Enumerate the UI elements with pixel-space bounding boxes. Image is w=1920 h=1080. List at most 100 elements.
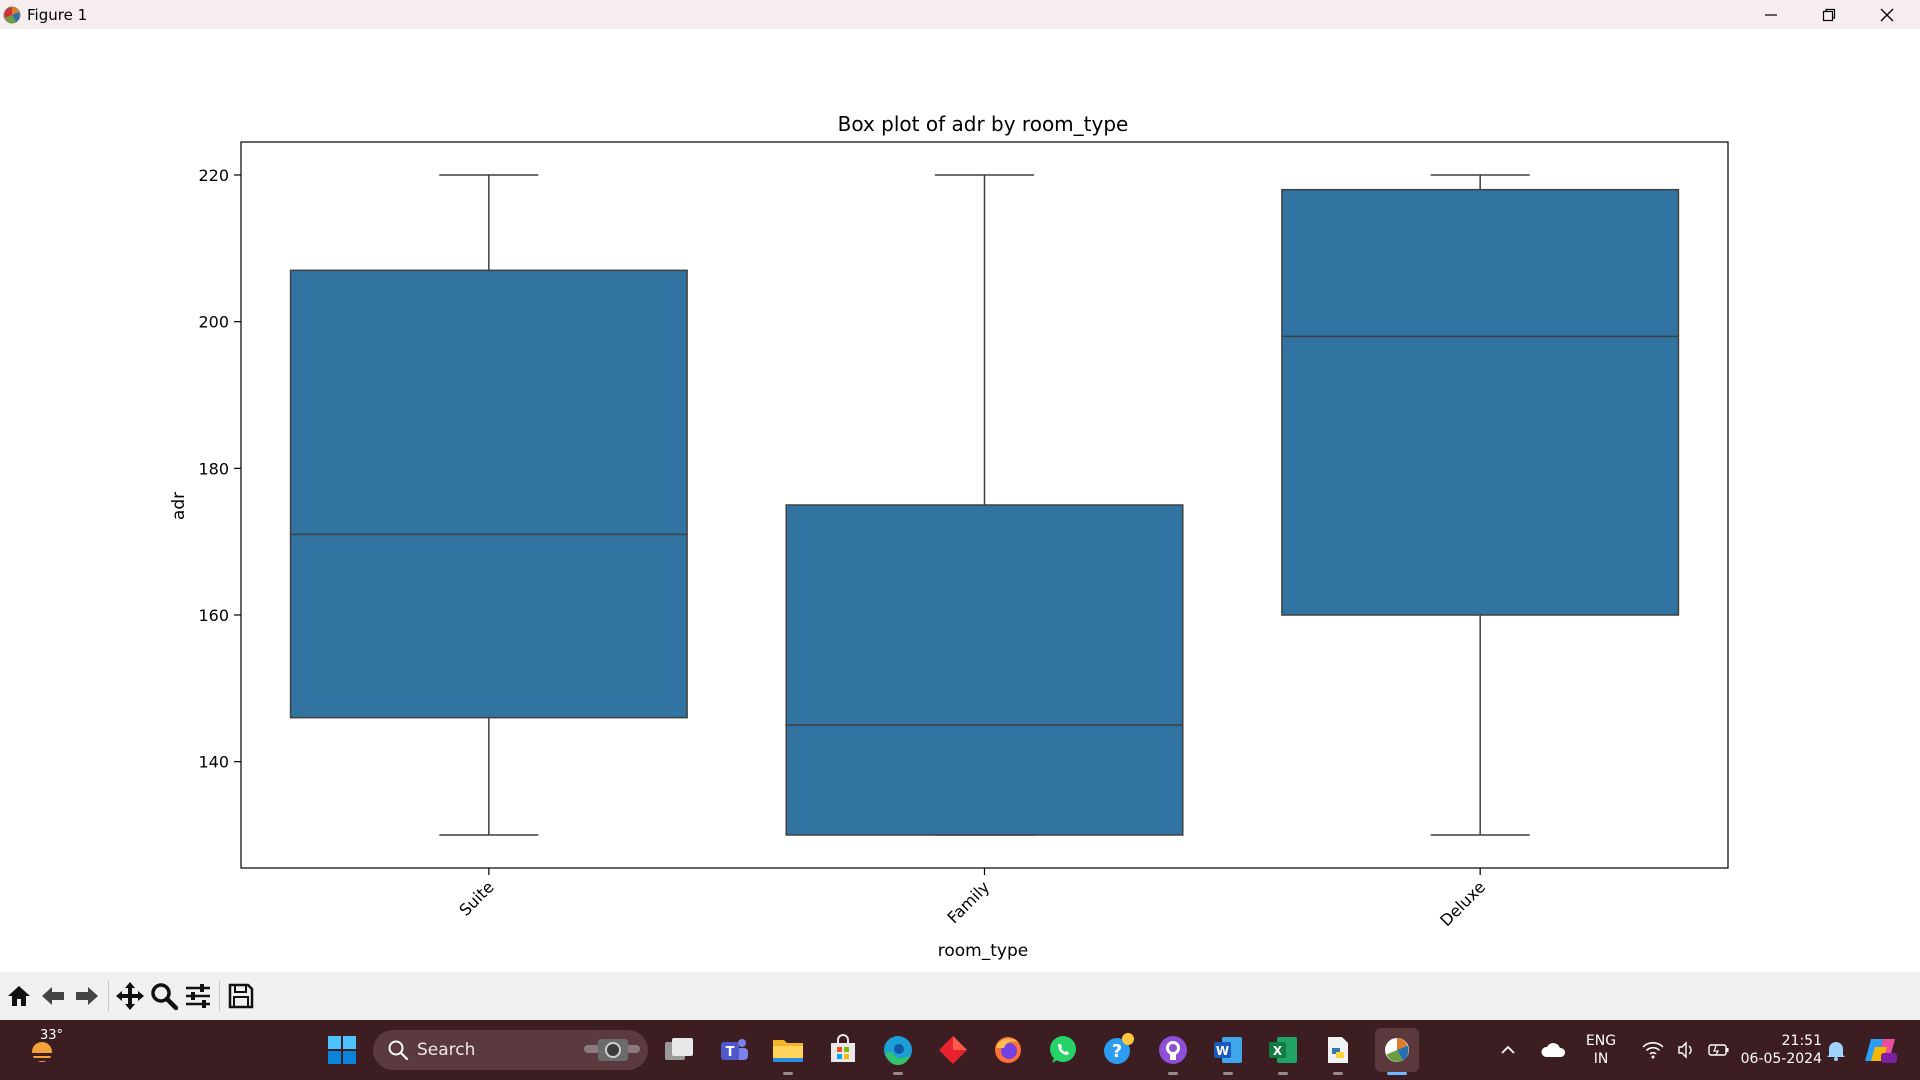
zoom-icon bbox=[151, 983, 178, 1010]
search-highlight-icon bbox=[584, 1039, 640, 1061]
github-desktop-icon bbox=[1159, 1036, 1187, 1064]
forward-button[interactable] bbox=[70, 979, 104, 1013]
home-button[interactable] bbox=[2, 979, 36, 1013]
restore-button[interactable] bbox=[1800, 0, 1858, 29]
taskbar-app-file-explorer[interactable] bbox=[770, 1032, 806, 1075]
x-axis-label: room_type bbox=[938, 941, 1028, 961]
clock-date: 06-05-2024 bbox=[1740, 1051, 1822, 1067]
taskbar-app-python-launcher[interactable] bbox=[1320, 1032, 1356, 1075]
wifi-icon bbox=[1642, 1042, 1664, 1059]
chevron-up-icon bbox=[1501, 1045, 1515, 1054]
bell-icon bbox=[1827, 1042, 1845, 1061]
toolbar-separator bbox=[108, 981, 109, 1011]
teams-icon: T bbox=[721, 1039, 748, 1060]
plot-area: 140 160 180 200 220 Suite Family Deluxe bbox=[198, 166, 1680, 930]
svg-text:?: ? bbox=[1112, 1041, 1122, 1062]
x-tick-label: Deluxe bbox=[1436, 877, 1489, 930]
running-indicator bbox=[1278, 1072, 1288, 1075]
pan-button[interactable] bbox=[113, 979, 147, 1013]
word-icon: W bbox=[1214, 1037, 1242, 1063]
weather-temperature: 33° bbox=[40, 1028, 64, 1043]
edge-icon bbox=[884, 1036, 912, 1066]
y-tick-label: 220 bbox=[198, 166, 229, 185]
configure-subplots-icon bbox=[186, 984, 210, 1008]
matplotlib-figure-icon bbox=[1385, 1038, 1409, 1062]
clock-time: 21:51 bbox=[1781, 1033, 1822, 1049]
task-view-icon bbox=[665, 1038, 693, 1060]
svg-text:X: X bbox=[1273, 1044, 1283, 1058]
python-launcher-icon bbox=[1328, 1037, 1348, 1063]
x-tick-label: Suite bbox=[455, 877, 497, 919]
whatsapp-icon bbox=[1050, 1036, 1076, 1063]
running-indicator bbox=[1168, 1072, 1178, 1075]
taskbar-app-matplotlib-figure[interactable] bbox=[1375, 1028, 1419, 1075]
running-indicator bbox=[1333, 1072, 1343, 1075]
clock-button[interactable]: 21:51 06-05-2024 bbox=[1738, 1032, 1822, 1068]
taskbar-search[interactable]: Search bbox=[373, 1030, 648, 1070]
x-tick-label: Family bbox=[943, 877, 993, 927]
pan-icon bbox=[116, 982, 144, 1010]
taskbar-app-whatsapp[interactable] bbox=[1045, 1032, 1081, 1068]
weather-sun-icon bbox=[29, 1042, 55, 1062]
running-indicator bbox=[893, 1072, 903, 1075]
navigation-toolbar bbox=[0, 972, 1920, 1020]
taskbar: 33° Search T bbox=[0, 1020, 1920, 1080]
taskbar-app-git-client[interactable] bbox=[935, 1032, 971, 1068]
configure-subplots-button[interactable] bbox=[181, 979, 215, 1013]
save-button[interactable] bbox=[224, 979, 258, 1013]
close-icon bbox=[1880, 8, 1894, 21]
copilot-icon bbox=[1865, 1039, 1897, 1063]
search-placeholder: Search bbox=[417, 1040, 476, 1060]
taskbar-app-microsoft-store[interactable] bbox=[825, 1032, 861, 1068]
language-region: IN bbox=[1593, 1051, 1609, 1067]
cloud-icon bbox=[1541, 1043, 1566, 1057]
matplotlib-app-icon bbox=[3, 6, 21, 23]
chart-title: Box plot of adr by room_type bbox=[838, 112, 1129, 136]
windows-start-icon bbox=[328, 1036, 356, 1064]
copilot-button[interactable] bbox=[1860, 1032, 1900, 1068]
quick-settings-button[interactable] bbox=[1636, 1032, 1736, 1068]
taskbar-app-edge[interactable] bbox=[880, 1032, 916, 1075]
taskbar-app-teams[interactable]: T bbox=[716, 1032, 752, 1068]
minimize-button[interactable] bbox=[1742, 0, 1800, 29]
y-tick-label: 200 bbox=[198, 313, 229, 332]
box-family bbox=[785, 504, 1184, 836]
forward-icon bbox=[76, 987, 98, 1005]
taskbar-app-github-desktop[interactable] bbox=[1155, 1032, 1191, 1075]
window-title: Figure 1 bbox=[27, 5, 88, 24]
restore-icon bbox=[1822, 8, 1836, 21]
language-indicator[interactable]: ENG IN bbox=[1576, 1032, 1626, 1068]
taskbar-app-word[interactable]: W bbox=[1210, 1032, 1246, 1075]
running-indicator bbox=[783, 1072, 793, 1075]
svg-text:W: W bbox=[1216, 1044, 1229, 1058]
onedrive-button[interactable] bbox=[1536, 1032, 1570, 1068]
taskbar-app-help[interactable]: ? bbox=[1100, 1032, 1136, 1068]
home-icon bbox=[8, 986, 30, 1006]
minimize-icon bbox=[1765, 13, 1777, 16]
taskbar-app-task-view[interactable] bbox=[661, 1032, 697, 1068]
file-explorer-icon bbox=[773, 1040, 803, 1062]
notifications-button[interactable] bbox=[1822, 1032, 1850, 1068]
window-titlebar: Figure 1 bbox=[0, 0, 1920, 29]
zoom-button[interactable] bbox=[147, 979, 181, 1013]
back-icon bbox=[42, 987, 64, 1005]
back-button[interactable] bbox=[36, 979, 70, 1013]
figure-canvas[interactable]: Box plot of adr by room_type 140 160 180 20… bbox=[0, 29, 1920, 972]
volume-icon bbox=[1678, 1041, 1692, 1059]
svg-text:T: T bbox=[726, 1045, 735, 1060]
y-tick-label: 160 bbox=[198, 606, 229, 625]
help-icon: ? bbox=[1104, 1033, 1134, 1064]
box-suite bbox=[289, 269, 688, 719]
show-hidden-icons-button[interactable] bbox=[1494, 1032, 1522, 1068]
axes-frame bbox=[240, 141, 1729, 869]
weather-widget[interactable]: 33° bbox=[18, 1028, 66, 1068]
taskbar-app-firefox[interactable] bbox=[990, 1032, 1026, 1068]
toolbar-separator bbox=[219, 981, 220, 1011]
close-button[interactable] bbox=[1858, 0, 1916, 29]
taskbar-app-excel[interactable]: X bbox=[1265, 1032, 1301, 1075]
language-code: ENG bbox=[1585, 1033, 1617, 1049]
y-axis-label: adr bbox=[169, 492, 189, 520]
start-button[interactable] bbox=[324, 1032, 360, 1068]
y-tick-label: 140 bbox=[198, 753, 229, 772]
excel-icon: X bbox=[1269, 1037, 1297, 1063]
